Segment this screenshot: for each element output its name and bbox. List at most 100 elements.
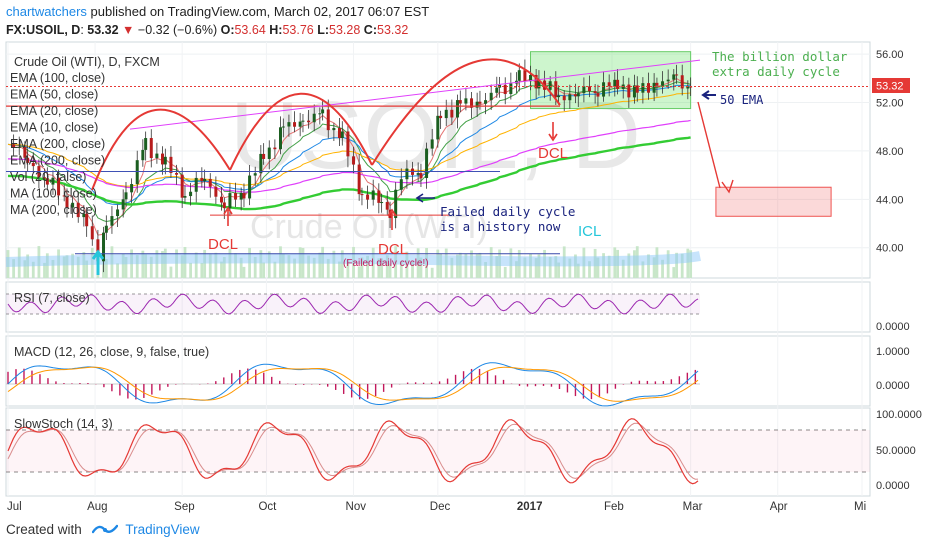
candle-body <box>281 126 285 128</box>
candle-body <box>399 179 403 190</box>
close-label: C: <box>363 23 377 37</box>
volume-bar <box>312 257 316 278</box>
volume-bar <box>155 250 159 278</box>
publisher-name[interactable]: chartwatchers <box>6 4 87 19</box>
candle-body <box>116 209 120 217</box>
candle-body <box>352 156 356 165</box>
cycle-arc <box>371 58 561 166</box>
signal-line <box>7 366 699 402</box>
legend-items: EMA (100, close) EMA (50, close) EMA (20, … <box>10 71 105 217</box>
dcl-arrow-nov <box>387 208 397 230</box>
dcl-label-jan: DCL <box>538 145 568 162</box>
x-tick-label: Aug <box>87 501 107 513</box>
rsi-line <box>7 293 699 315</box>
symbol: FX:USOIL, D <box>6 23 81 37</box>
low-label: L: <box>317 23 330 37</box>
created-with-text: Created with <box>6 522 82 538</box>
target-zone <box>715 186 832 217</box>
candle-body <box>155 153 159 159</box>
tradingview-link[interactable]: TradingView <box>125 522 200 538</box>
candle-body <box>593 91 597 94</box>
candle-body <box>582 86 586 94</box>
volume-bar <box>149 256 153 278</box>
candle-body <box>45 178 49 185</box>
volume-bar <box>62 256 66 278</box>
candle-body <box>253 173 257 176</box>
volume-bar <box>588 261 591 278</box>
candle-body <box>71 202 75 208</box>
volume-bar <box>262 262 266 278</box>
candle-body <box>293 122 297 127</box>
x-tick-label: Apr <box>770 501 788 513</box>
candle-body <box>371 190 375 200</box>
candle-body <box>273 147 277 150</box>
candle-body <box>484 100 488 104</box>
candle-body <box>627 84 631 98</box>
macd-title: MACD (12, 26, close, 9, false, true) <box>14 345 209 359</box>
volume-bar <box>200 262 204 278</box>
volume-bar <box>65 255 69 278</box>
macd-line <box>7 362 699 407</box>
legend-item: EMA (200, close) <box>10 137 105 151</box>
candle-body <box>239 193 243 200</box>
volume-bar <box>43 262 46 278</box>
legend-item: EMA (20, close) <box>10 104 98 118</box>
last-price: 53.32 <box>87 23 119 37</box>
candle-body <box>655 82 659 86</box>
candle-body <box>377 190 381 203</box>
candle-body <box>259 153 263 174</box>
candle-body <box>588 86 592 92</box>
volume-ma-band <box>5 251 701 267</box>
volume-bar <box>366 255 369 278</box>
candle-body <box>680 75 684 89</box>
candle-body <box>130 184 134 193</box>
candle-body <box>301 120 305 122</box>
candle-body <box>262 153 266 159</box>
volume-bar <box>523 257 527 278</box>
volume-bar <box>515 261 518 278</box>
billion-dollar-line1: The billion dollar <box>712 49 848 64</box>
candle-body <box>562 95 566 101</box>
volume-bar <box>203 249 207 278</box>
candle-body <box>321 109 325 114</box>
volume-bar <box>689 250 693 278</box>
volume-bar <box>419 257 423 278</box>
candle-body <box>51 177 55 185</box>
volume-bar <box>450 257 454 278</box>
volume-bar <box>85 260 89 278</box>
ema50-arrow <box>701 90 716 100</box>
candle-body <box>220 196 223 203</box>
icl-arrow <box>91 249 105 275</box>
legend-item: Vol (20, false) <box>10 170 86 184</box>
candle-body <box>194 177 198 192</box>
volume-bar <box>385 255 389 278</box>
candle-body <box>12 144 16 148</box>
x-tick-label: Dec <box>430 501 451 513</box>
candle-body <box>90 226 94 240</box>
legend-item: EMA (10, close) <box>10 121 98 135</box>
legend-item: EMA (100, close) <box>10 71 105 85</box>
volume-bar <box>71 253 75 278</box>
volume-bar <box>430 267 434 278</box>
candle-body <box>357 164 361 195</box>
volume-bar <box>338 261 341 278</box>
volume-bar <box>259 250 263 278</box>
candle-body <box>573 94 577 97</box>
x-tick-label: Mar <box>683 501 703 513</box>
dcl-arrow-jan <box>548 122 558 142</box>
dcl-label-sep: DCL <box>208 236 238 253</box>
candle-body <box>416 173 420 175</box>
x-tick-label: Oct <box>258 501 277 513</box>
volume-bar <box>534 258 538 278</box>
footer: Created with TradingView <box>6 522 200 539</box>
candle-body <box>214 186 218 197</box>
candle-body <box>102 232 106 262</box>
volume-bar <box>607 255 611 278</box>
candle-body <box>318 113 322 115</box>
zones-layer <box>530 51 832 217</box>
change-arrow-icon: ▼ <box>122 23 135 37</box>
volume-bar <box>234 253 237 278</box>
volume-bar <box>76 256 80 278</box>
volume-bar <box>503 266 507 278</box>
